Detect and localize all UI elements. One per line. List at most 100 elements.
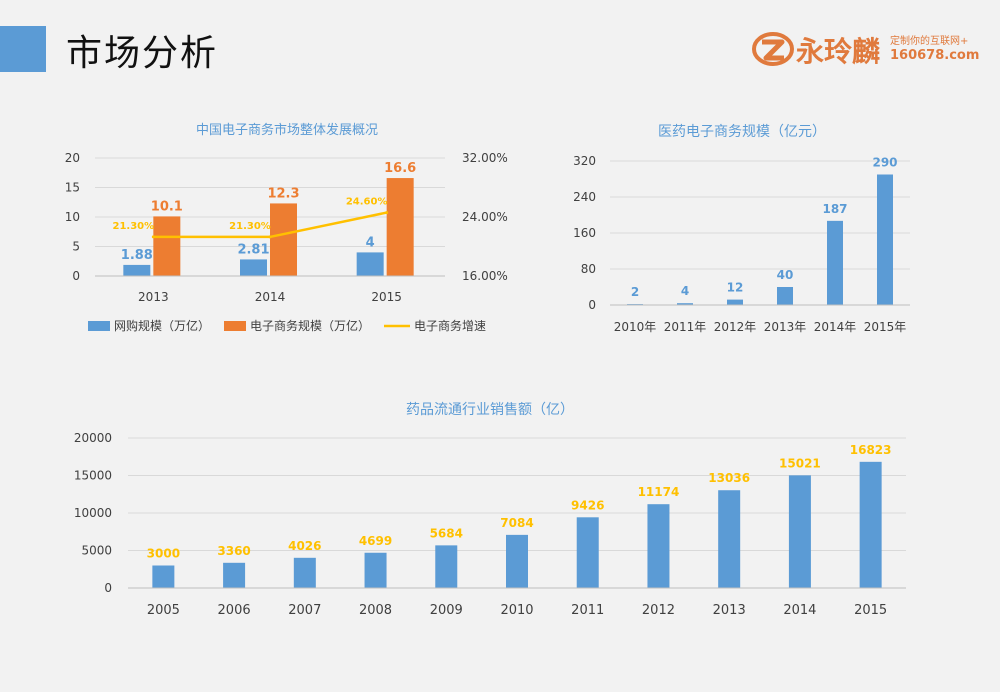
data-label: 13036 [708, 471, 750, 485]
x-tick-label: 2015 [371, 290, 402, 304]
data-label: 12.3 [267, 186, 299, 201]
drug-distribution-sales-chart: 药品流通行业销售额（亿） 3000 3360 4026 4699 5684 7084 942… [74, 402, 906, 618]
x-tick-label: 2013 [138, 290, 169, 304]
bar [777, 287, 793, 305]
chart3-title: 药品流通行业销售额（亿） [406, 402, 574, 418]
x-tick-label: 2007 [288, 603, 321, 618]
x-tick-label: 2011 [571, 603, 604, 618]
legend-label: 电子商务规模（万亿） [250, 318, 370, 333]
y2-tick-label: 24.00% [462, 210, 508, 224]
bar [727, 299, 743, 305]
data-label: 11174 [638, 485, 680, 499]
x-tick-label: 2011年 [664, 320, 707, 334]
x-tick-label: 2006 [218, 603, 251, 618]
x-tick-label: 2013年 [764, 320, 807, 334]
y-tick-label: 240 [573, 190, 596, 204]
y-tick-label: 0 [588, 298, 596, 312]
logo-tagline: 定制你的互联网+ [890, 36, 969, 47]
y-tick-label: 0 [72, 269, 80, 283]
y-tick-label: 320 [573, 154, 596, 168]
title-accent-bar [0, 26, 46, 72]
x-tick-label: 2014年 [814, 320, 857, 334]
page-title: 市场分析 [66, 33, 219, 74]
x-tick-label: 2014 [783, 603, 816, 618]
data-label: 9426 [571, 498, 604, 512]
data-label: 12 [727, 281, 744, 295]
x-tick-label: 2009 [430, 603, 463, 618]
bar [364, 552, 387, 588]
y-tick-label: 0 [104, 581, 112, 595]
data-label: 16.6 [384, 161, 416, 176]
growth-rate-point [268, 235, 272, 239]
logo-url[interactable]: 160678.com [890, 48, 980, 63]
data-label: 5684 [430, 526, 463, 540]
brand-logo[interactable]: 永玲麟 定制你的互联网+ 160678.com [752, 28, 982, 74]
chart2-title: 医药电子商务规模（亿元） [658, 124, 826, 140]
bar-ecommerce [270, 203, 297, 276]
bar [859, 461, 882, 588]
data-label: 4699 [359, 534, 392, 548]
data-label: 7084 [500, 516, 533, 530]
bar [506, 534, 528, 588]
data-label: 4 [681, 284, 689, 298]
x-tick-label: 2015年 [864, 320, 907, 334]
data-label: 40 [777, 268, 794, 282]
data-label: 4026 [288, 539, 321, 553]
y-tick-label: 5 [72, 240, 80, 254]
logo-name: 永玲麟 [796, 35, 881, 68]
data-label: 16823 [850, 443, 892, 457]
growth-rate-label: 24.60% [346, 197, 388, 208]
growth-rate-point [385, 211, 389, 215]
legend-swatch [88, 321, 110, 331]
growth-rate-label: 21.30% [113, 221, 155, 232]
x-tick-label: 2013 [713, 603, 746, 618]
data-label: 15021 [779, 456, 821, 470]
growth-rate-label: 21.30% [229, 221, 271, 232]
y-tick-label: 20000 [74, 431, 112, 445]
x-tick-label: 2008 [359, 603, 392, 618]
legend-label: 电子商务增速 [414, 318, 486, 333]
data-label: 4 [366, 235, 375, 250]
x-tick-label: 2015 [854, 603, 887, 618]
data-label: 187 [822, 202, 847, 216]
y-tick-label: 10000 [74, 506, 112, 520]
bar [293, 557, 316, 588]
data-label: 2.81 [237, 242, 269, 257]
y-tick-label: 80 [581, 262, 596, 276]
data-label: 1.88 [121, 248, 153, 263]
x-tick-label: 2010 [500, 603, 533, 618]
ecommerce-overview-chart: 中国电子商务市场整体发展概况 1.88 10.1 2.81 12.3 4 16.6 21.3… [65, 122, 508, 333]
bar [788, 475, 811, 588]
y-tick-label: 20 [65, 151, 80, 165]
bar [435, 545, 458, 588]
legend-swatch [224, 321, 246, 331]
x-tick-label: 2010年 [614, 320, 657, 334]
bar [152, 565, 175, 588]
bar [223, 562, 246, 588]
bar-online-shopping [240, 259, 267, 276]
x-tick-label: 2012 [642, 603, 675, 618]
logo-icon [752, 32, 794, 66]
bar [647, 504, 670, 588]
bar [827, 220, 843, 305]
x-tick-label: 2014 [255, 290, 286, 304]
pharma-ecommerce-chart: 医药电子商务规模（亿元） 2 4 12 40 187 290 0 80 160 240 320 20… [573, 124, 910, 334]
data-label: 3000 [147, 547, 180, 561]
chart1-title: 中国电子商务市场整体发展概况 [196, 122, 378, 138]
bar-ecommerce [153, 216, 181, 276]
y-tick-label: 5000 [81, 544, 112, 558]
data-label: 3360 [217, 544, 250, 558]
x-tick-label: 2012年 [714, 320, 757, 334]
y-tick-label: 15000 [74, 469, 112, 483]
data-label: 10.1 [151, 199, 183, 214]
data-label: 290 [872, 156, 897, 170]
bar-online-shopping [356, 252, 384, 276]
y2-tick-label: 16.00% [462, 269, 508, 283]
bar [718, 490, 741, 588]
y-tick-label: 15 [65, 181, 80, 195]
legend-label: 网购规模（万亿） [114, 318, 210, 333]
bar-ecommerce [386, 178, 414, 276]
x-tick-label: 2005 [147, 603, 180, 618]
bar [576, 517, 599, 588]
bar [877, 174, 893, 305]
